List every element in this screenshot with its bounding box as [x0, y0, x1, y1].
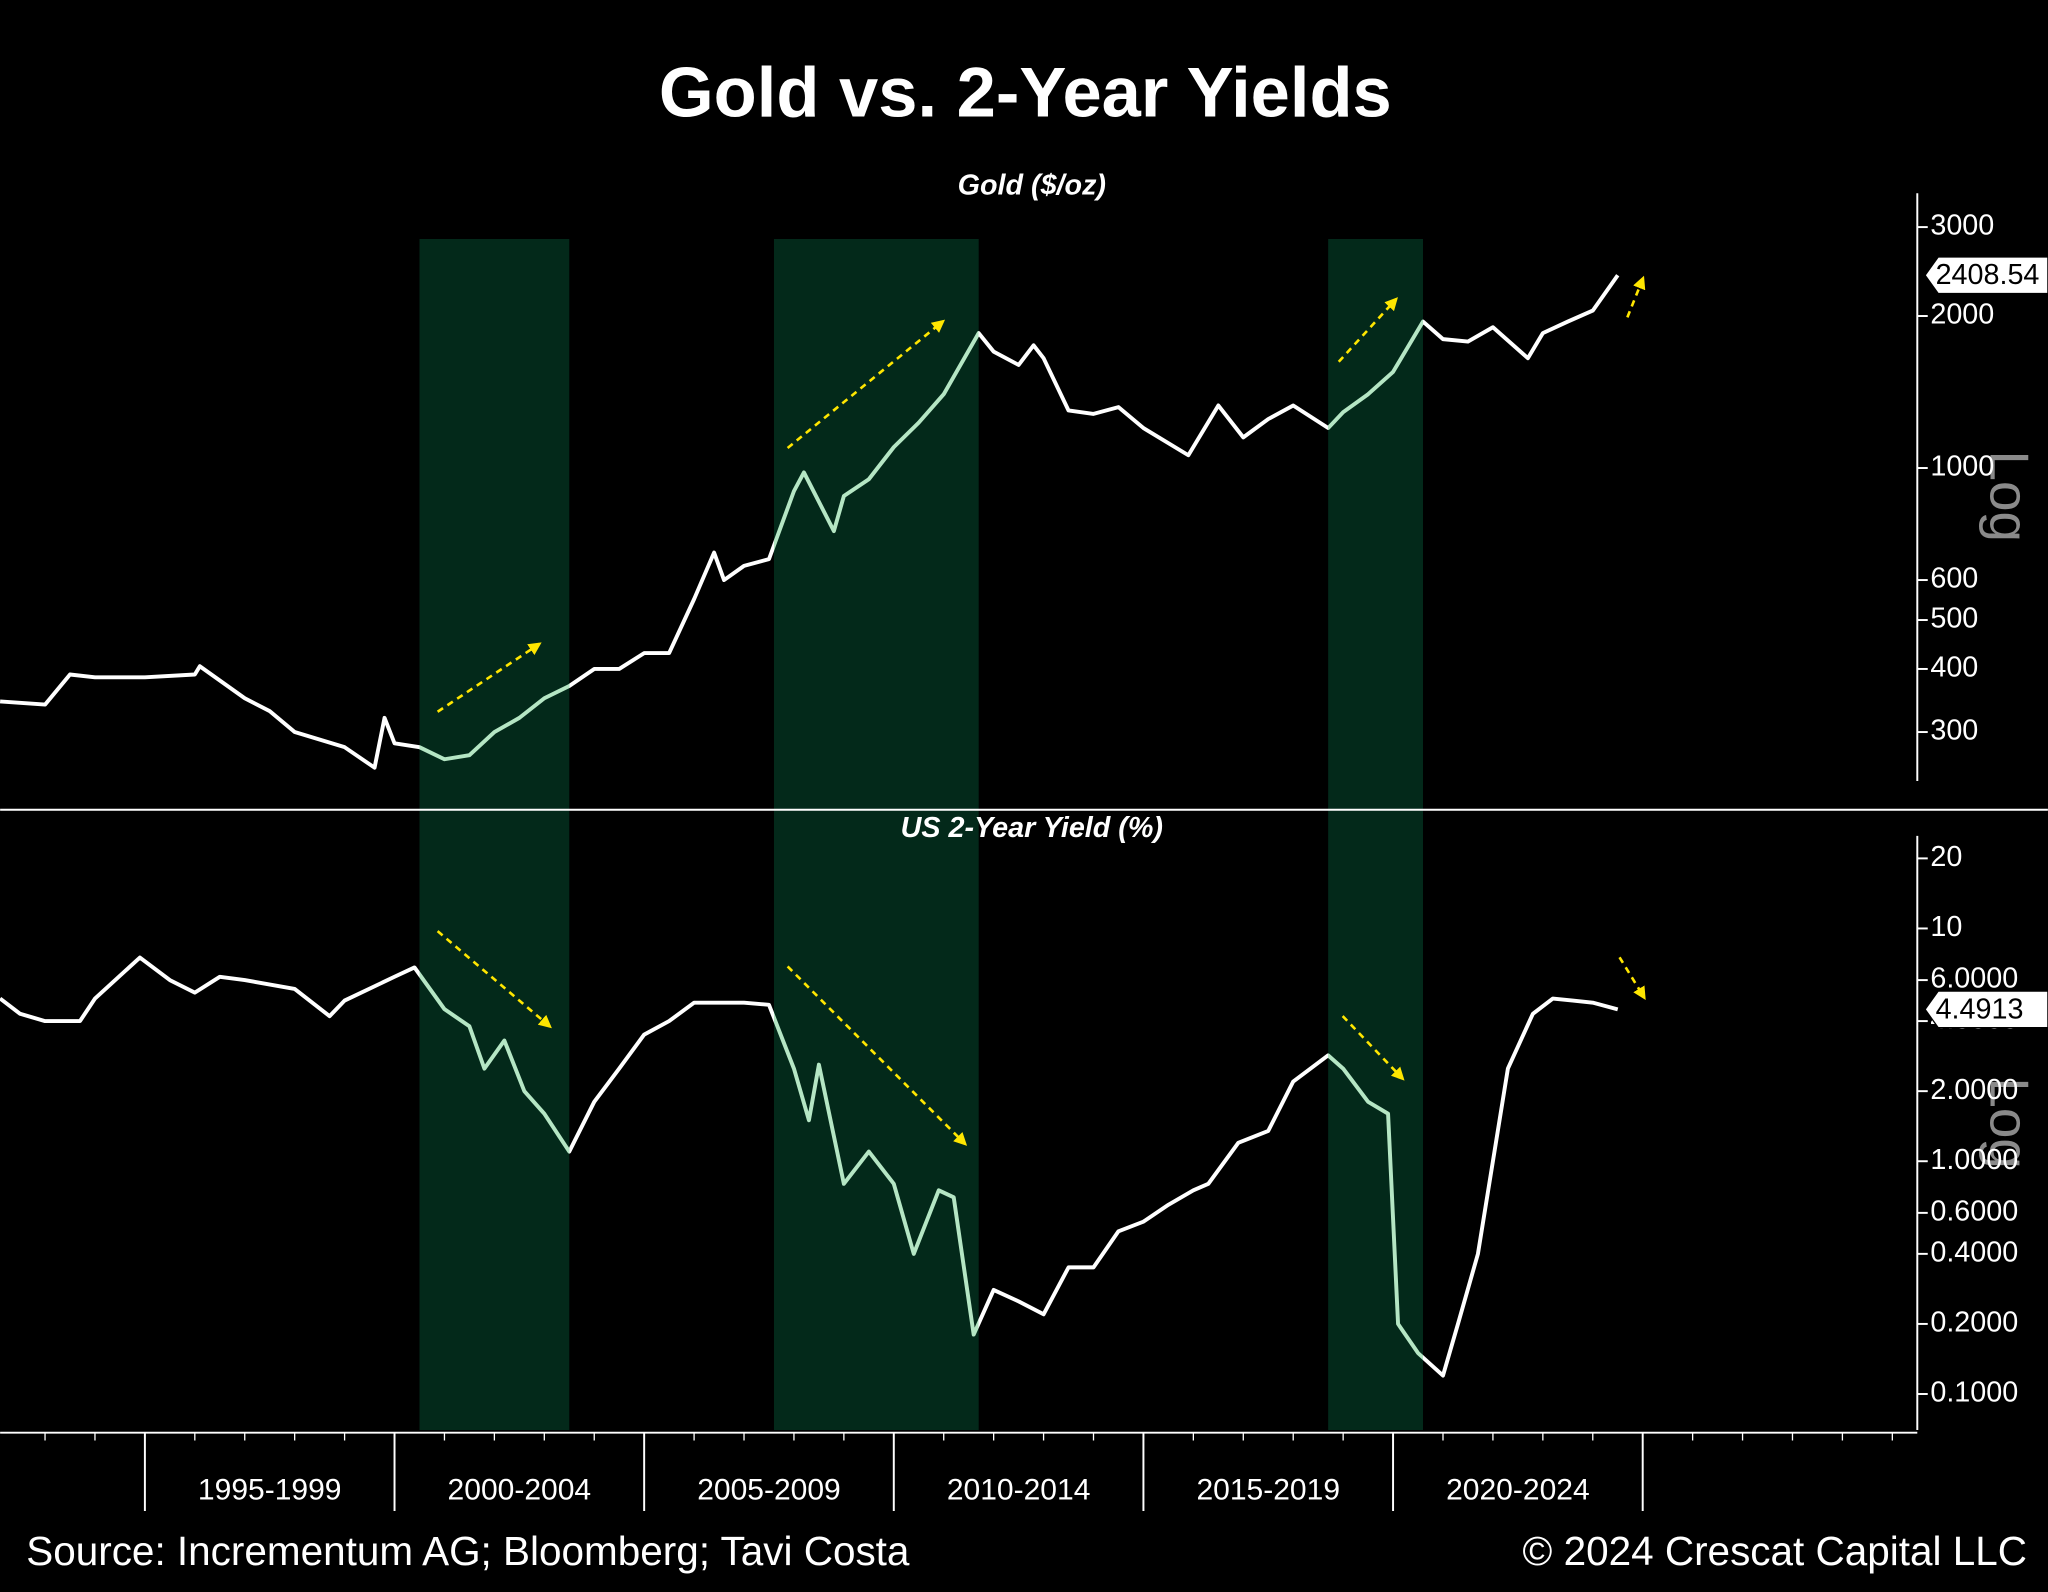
arrow	[1341, 1015, 1405, 1081]
arrow	[436, 642, 542, 713]
y-tick-label: 400	[1930, 652, 1978, 684]
credit: © 2024 Crescat Capital LLC	[1523, 1528, 2027, 1574]
x-tick-label: 2005-2009	[697, 1473, 841, 1506]
y-tick-label: 10	[1930, 911, 1962, 943]
y-tick-label: 500	[1930, 603, 1978, 635]
y-tick-label: 6.0000	[1930, 963, 2018, 995]
highlight-band	[1328, 238, 1424, 1431]
panels: Gold ($/oz) Log 300 400 500 600 1000 2000 3000 24…	[0, 169, 2048, 1512]
y-tick-label: 3000	[1930, 210, 1994, 242]
last-value-label: 2408.54	[1936, 259, 2040, 291]
x-tick-label: 2020-2024	[1446, 1473, 1590, 1506]
y-tick-label: 1.0000	[1930, 1144, 2018, 1176]
highlight-band	[419, 238, 570, 1431]
y-tick-label: 0.4000	[1930, 1236, 2018, 1268]
data-line	[0, 955, 1619, 1378]
last-value-label: 4.4913	[1936, 993, 2024, 1025]
arrow	[786, 319, 946, 449]
panel-title: Gold ($/oz)	[958, 169, 1106, 201]
scale-label: Log	[1978, 1077, 2040, 1169]
x-tick-label: 1995-1999	[198, 1473, 342, 1506]
highlight-band	[773, 238, 979, 1431]
y-tick-label: 0.1000	[1930, 1377, 2018, 1409]
y-tick-label: 300	[1930, 715, 1978, 747]
x-tick-label: 2000-2004	[448, 1473, 592, 1506]
x-tick-label: 2015-2019	[1196, 1473, 1340, 1506]
trend-arrows	[436, 275, 1646, 1146]
data-line	[0, 274, 1620, 770]
arrow	[1618, 956, 1646, 1001]
y-tick-label: 0.2000	[1930, 1307, 2018, 1339]
y-tick-label: 2000	[1930, 299, 1994, 331]
chart-title: Gold vs. 2-Year Yields	[659, 53, 1392, 132]
y-tick-label: 2.0000	[1930, 1074, 2018, 1106]
y-tick-label: 0.6000	[1930, 1195, 2018, 1227]
panel-title: US 2-Year Yield (%)	[901, 812, 1163, 844]
arrow	[1337, 297, 1398, 363]
source: Source: Incrementum AG; Bloomberg; Tavi …	[26, 1528, 910, 1574]
scale-label: Log	[1978, 451, 2040, 543]
y-tick-label: 600	[1930, 563, 1978, 595]
arrow	[436, 930, 552, 1029]
y-tick-label: 20	[1930, 841, 1962, 873]
x-tick-label: 2010-2014	[947, 1473, 1091, 1506]
y-tick-label: 1000	[1930, 451, 1994, 483]
highlights	[419, 238, 1424, 1431]
